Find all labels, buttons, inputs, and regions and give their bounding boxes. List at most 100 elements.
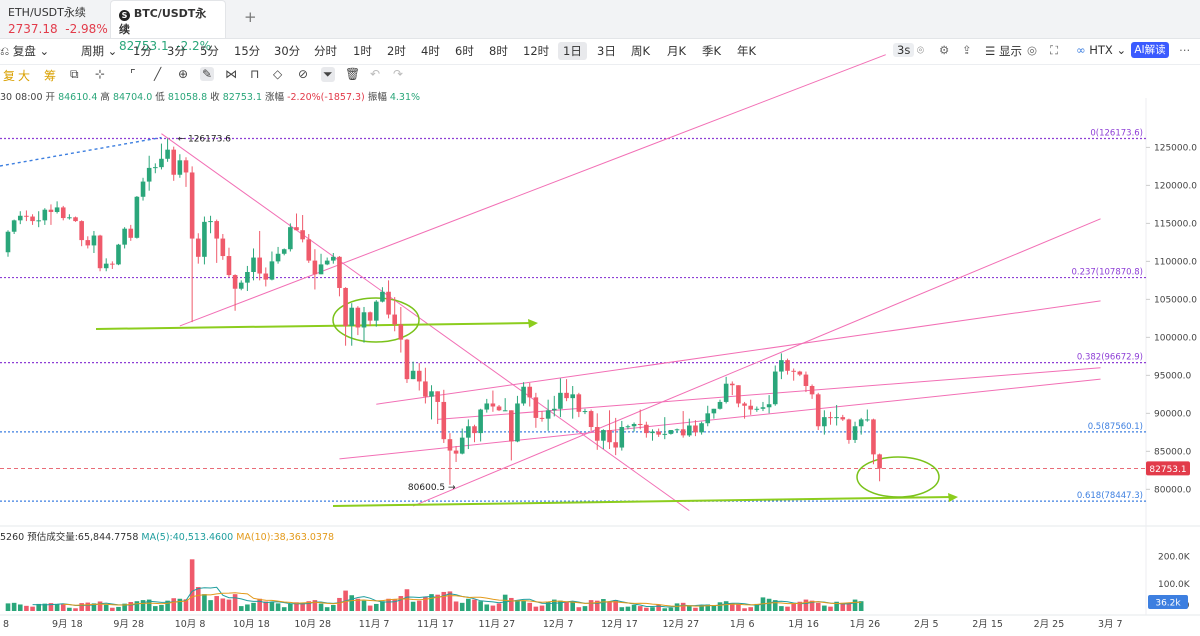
candle-body — [570, 394, 575, 399]
green-support-arrow — [332, 496, 953, 507]
interval-3d[interactable]: 3日 — [597, 44, 616, 58]
volume-bar — [373, 603, 379, 611]
redo-icon[interactable]: ↷ — [393, 67, 404, 81]
interval-30m[interactable]: 30分 — [274, 44, 301, 58]
candle-body — [42, 209, 48, 221]
volume-ma5-label: MA(5): — [141, 532, 173, 543]
trendline-icon[interactable]: ╱ — [154, 67, 162, 81]
ai-interpret-button[interactable]: AI解读 — [1131, 42, 1169, 58]
tool-big[interactable]: 大 — [18, 69, 31, 83]
interval-1h[interactable]: 1时 — [353, 44, 372, 58]
candle-body — [785, 360, 790, 371]
tab-btc-usdt[interactable]: S BTC/USDT永续 82753.1 -2.2% — [110, 0, 226, 53]
share-icon[interactable]: ⇪ — [962, 43, 972, 57]
candle-body — [545, 410, 551, 419]
volume-bar — [361, 600, 367, 611]
volume-bar — [797, 601, 803, 611]
eye-icon[interactable]: ◇ — [273, 67, 283, 81]
settings-icon[interactable]: ⚙ — [939, 43, 950, 57]
volume-tick-label: 200.0K — [1158, 553, 1191, 563]
candle-body — [134, 196, 140, 238]
volume-bar — [687, 605, 692, 611]
interval-15m[interactable]: 15分 — [234, 44, 261, 58]
volume-bar — [238, 606, 244, 611]
exchange-button[interactable]: ∞ HTX ⌄ — [1076, 43, 1126, 57]
compare-icon[interactable]: ⊹ — [95, 67, 106, 81]
interval-5m[interactable]: 5分 — [200, 44, 219, 58]
undo-icon[interactable]: ↶ — [370, 67, 381, 81]
pattern-icon[interactable]: ⋈ — [225, 67, 237, 81]
indicator-icon[interactable]: ⧉ — [70, 67, 79, 81]
candle-body — [742, 403, 747, 406]
lock-icon[interactable]: ⊓ — [250, 67, 260, 81]
volume-bar — [699, 605, 704, 611]
candle-body — [699, 423, 704, 433]
fullscreen-icon[interactable]: ⛶ — [1050, 43, 1059, 57]
candle-body — [30, 216, 35, 222]
volume-bar — [245, 604, 250, 611]
volume-bar — [214, 596, 219, 611]
y-tick-label: 100000.0 — [1154, 333, 1197, 343]
interval-weekly[interactable]: 周K — [631, 44, 651, 58]
interval-4h[interactable]: 4时 — [421, 44, 440, 58]
period-button[interactable]: 周期 ⌄ — [81, 43, 117, 59]
candle-body — [435, 391, 440, 402]
refresh-rate[interactable]: 3s — [893, 43, 915, 57]
green-arrow-head — [528, 319, 538, 328]
candle-body — [619, 427, 625, 448]
tab-btc-name: BTC/USDT永续 — [119, 7, 207, 36]
gear-icon[interactable]: ◎ — [1027, 43, 1038, 57]
candle-body — [496, 406, 502, 411]
interval-quarterly[interactable]: 季K — [702, 44, 722, 58]
volume-bar — [515, 600, 520, 611]
candle-body — [502, 410, 508, 412]
volume-bar — [48, 603, 54, 611]
candle-body — [195, 238, 201, 257]
interval-8h[interactable]: 8时 — [489, 44, 508, 58]
pen-icon[interactable]: ✎ — [200, 67, 215, 81]
interval-3m[interactable]: 3分 — [167, 44, 186, 58]
ohlc-info: 30 08:00 开 84610.4 高 84704.0 低 81058.8 收… — [0, 89, 420, 103]
display-button[interactable]: ☰ 显示 — [985, 43, 1022, 59]
interval-1d[interactable]: 1日 — [558, 42, 587, 60]
candle-body — [729, 383, 735, 386]
candle-body — [429, 391, 434, 397]
trash-icon[interactable]: 🗑 — [345, 67, 361, 81]
interval-2h[interactable]: 2时 — [387, 44, 406, 58]
x-tick-label: 11月 7 — [359, 619, 390, 630]
candle-body — [791, 370, 796, 372]
volume-bar — [729, 603, 735, 611]
volume-bar — [423, 596, 428, 611]
interval-monthly[interactable]: 月K — [667, 44, 687, 58]
interval-timeshare[interactable]: 分时 — [314, 44, 337, 58]
candle-body — [815, 394, 821, 427]
tool-chips[interactable]: 筹 — [44, 69, 57, 83]
more-icon[interactable]: ⋯ — [1179, 43, 1191, 57]
candle-body — [5, 231, 11, 253]
candle-body — [110, 263, 115, 265]
candle-body — [551, 408, 557, 411]
candle-body — [466, 426, 471, 438]
tool-reset[interactable]: 复 — [3, 69, 16, 83]
add-tab-icon[interactable]: + — [244, 8, 257, 26]
interval-6h[interactable]: 6时 — [455, 44, 474, 58]
magnet-icon[interactable]: ⊕ — [178, 67, 189, 81]
camera-icon[interactable]: ⌾ — [917, 43, 924, 57]
visibility-icon[interactable]: ⊘ — [298, 67, 309, 81]
tab-eth-usdt[interactable]: ETH/USDT永续 2737.18 -2.98% — [0, 0, 108, 38]
filter-icon[interactable]: ⏷ — [321, 67, 335, 82]
restore-button[interactable]: ⎌ 复盘 ⌄ — [0, 43, 49, 59]
interval-1m[interactable]: 1分 — [133, 44, 152, 58]
crosshair-icon[interactable]: ⌜ — [130, 67, 136, 81]
interval-yearly[interactable]: 年K — [737, 44, 757, 58]
candle-body — [521, 386, 526, 404]
candle-body — [171, 149, 177, 175]
volume-bar — [527, 602, 533, 611]
ohlc-close-label: 收 — [210, 92, 220, 103]
drawing-toolbar: 复 大 筹 ⧉ ⊹ ⌜ ╱ ⊕ ✎ ⋈ ⊓ ◇ ⊘ ⏷ 🗑 ↶ ↷ — [0, 64, 1200, 86]
x-tick-label: 10月 18 — [233, 619, 270, 630]
interval-12h[interactable]: 12时 — [523, 44, 550, 58]
volume-bar — [355, 598, 361, 611]
candle-body — [515, 403, 520, 442]
